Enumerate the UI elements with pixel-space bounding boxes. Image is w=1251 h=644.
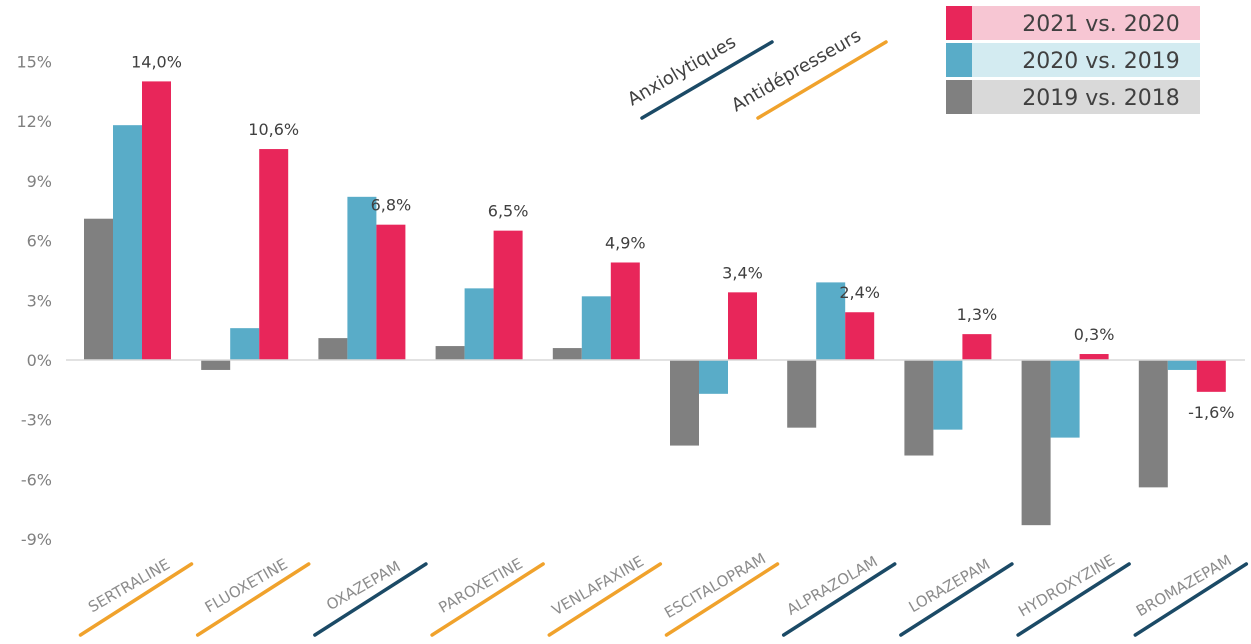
bar <box>1079 354 1109 360</box>
legend-label: 2019 vs. 2018 <box>1022 86 1179 111</box>
category-class-underline <box>1016 562 1131 637</box>
bar <box>552 348 582 360</box>
bar <box>347 196 377 360</box>
data-label: -1,6% <box>1188 403 1234 422</box>
bar <box>816 282 846 360</box>
class-legend-line <box>756 40 888 120</box>
data-label: 4,9% <box>605 233 646 252</box>
bar <box>1138 360 1168 488</box>
category-label: BROMAZEPAM <box>1133 551 1234 620</box>
category-label: HYDROXYZINE <box>1015 551 1118 621</box>
category-class-underline <box>664 562 780 637</box>
bar <box>581 296 611 360</box>
data-label: 6,5% <box>488 202 529 221</box>
y-tick-label: 0% <box>27 351 52 370</box>
bar <box>962 334 992 360</box>
data-label: 14,0% <box>131 52 182 71</box>
category-class-underline <box>899 562 1014 637</box>
y-tick-label: -3% <box>21 411 52 430</box>
category-axis: SERTRALINE FLUOXETINE OXAZEPAM PAROXETINE VE… <box>78 549 1249 637</box>
legend-label: 2021 vs. 2020 <box>1022 12 1179 37</box>
y-tick-label: 12% <box>16 112 52 131</box>
category-label: ALPRAZOLAM <box>784 552 881 618</box>
bar <box>670 360 699 446</box>
bar <box>1196 360 1226 392</box>
y-tick-label: -6% <box>21 470 52 489</box>
bars <box>84 81 1226 526</box>
bar <box>845 312 875 360</box>
data-label: 0,3% <box>1074 325 1115 344</box>
bar <box>259 149 289 360</box>
y-tick-label: 9% <box>27 172 52 191</box>
category-label: VENLAFAXINE <box>549 552 647 619</box>
y-axis: 15% 12% 9% 6% 3% 0% -3% -6% -9% <box>16 53 52 550</box>
bar <box>464 288 494 360</box>
data-label: 2,4% <box>839 283 880 302</box>
data-label: 1,3% <box>957 305 998 324</box>
bar <box>933 360 963 430</box>
bar <box>376 224 406 360</box>
category-class-underline <box>547 562 663 637</box>
bar <box>904 360 934 456</box>
data-label: 6,8% <box>371 196 412 215</box>
bar <box>201 360 231 370</box>
bar <box>1021 360 1051 526</box>
legend-swatch <box>946 6 972 40</box>
legend-background <box>972 6 1200 40</box>
category-class-underline <box>430 562 545 637</box>
category-label: ESCITALOPRAM <box>661 549 769 622</box>
category-class-underline <box>1133 562 1249 637</box>
bar <box>230 328 260 360</box>
series-legend: 2021 vs. 2020 2020 vs. 2019 2019 vs. 2018 <box>946 6 1200 114</box>
class-legend-label: Antidépresseurs <box>728 25 865 116</box>
bar <box>318 338 348 360</box>
bar <box>610 262 640 360</box>
category-class-underline <box>313 562 428 637</box>
data-label: 10,6% <box>248 120 299 139</box>
y-tick-label: 15% <box>16 53 52 72</box>
y-tick-label: 3% <box>27 291 52 310</box>
data-labels: 14,0% 10,6% 6,8% 6,5% 4,9% 3,4% 2,4% 1,3% 0,3% -1… <box>131 52 1234 421</box>
legend-swatch <box>946 80 972 114</box>
bar <box>142 81 171 361</box>
legend-background <box>972 80 1200 114</box>
legend-label: 2020 vs. 2019 <box>1022 49 1179 74</box>
y-tick-label: -9% <box>21 530 52 549</box>
bar <box>1167 360 1197 370</box>
category-class-underline <box>195 562 311 637</box>
bar <box>84 218 113 360</box>
class-legend-line <box>640 40 774 120</box>
y-tick-label: 6% <box>27 232 52 251</box>
category-class-underline <box>781 562 897 637</box>
data-label: 3,4% <box>722 263 763 282</box>
bar <box>728 292 757 360</box>
bar <box>1050 360 1080 438</box>
bar <box>787 360 817 428</box>
bar <box>435 346 465 360</box>
bar <box>493 230 523 360</box>
legend-swatch <box>946 43 972 77</box>
bar <box>113 125 142 361</box>
category-class-underline <box>78 562 194 637</box>
legend-background <box>972 43 1200 77</box>
bar <box>699 360 728 394</box>
